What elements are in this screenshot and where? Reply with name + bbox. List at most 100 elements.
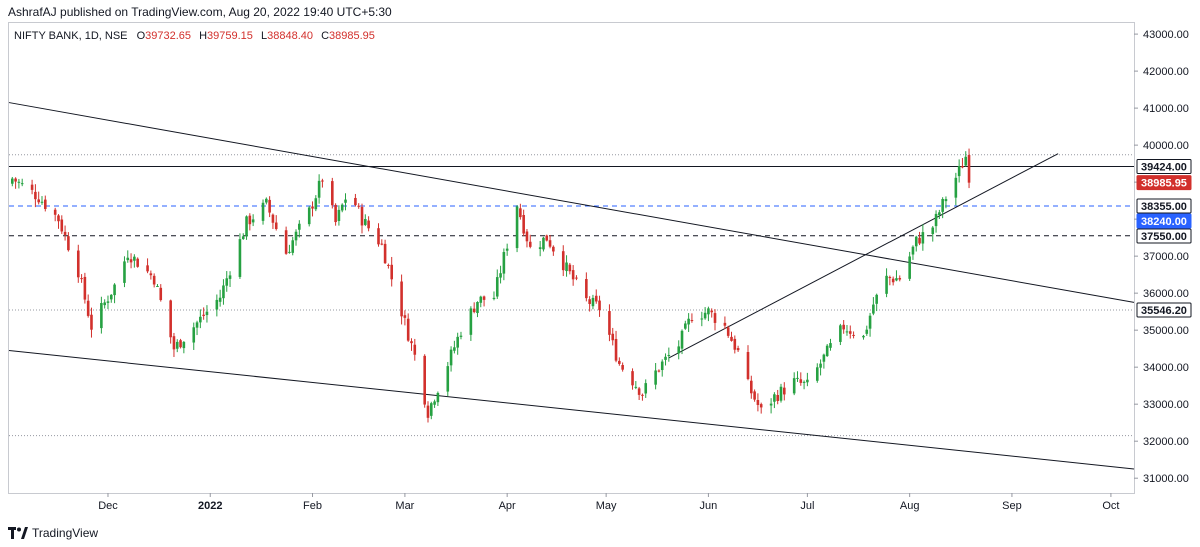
candle-body[interactable] <box>340 204 344 211</box>
candle-body[interactable] <box>865 329 869 334</box>
candle-body[interactable] <box>713 313 717 323</box>
candle-body[interactable] <box>941 198 944 212</box>
candle-body[interactable] <box>707 308 710 315</box>
candle-body[interactable] <box>83 276 87 300</box>
candle-body[interactable] <box>175 341 179 349</box>
candle-body[interactable] <box>542 237 545 250</box>
candle-body[interactable] <box>822 354 826 362</box>
candle-body[interactable] <box>779 386 783 401</box>
candle-body[interactable] <box>337 209 341 221</box>
candle-body[interactable] <box>759 404 763 408</box>
candle-body[interactable] <box>476 301 479 314</box>
candle-body[interactable] <box>621 365 624 370</box>
candle-body[interactable] <box>736 348 740 351</box>
candle-body[interactable] <box>756 400 760 405</box>
candle-body[interactable] <box>611 333 615 341</box>
candle-body[interactable] <box>182 341 186 349</box>
candle-body[interactable] <box>545 235 549 241</box>
candle-body[interactable] <box>159 287 163 301</box>
candle-body[interactable] <box>479 296 483 303</box>
trend-line-rising[interactable] <box>668 153 1059 359</box>
candle-body[interactable] <box>317 180 321 198</box>
candle-body[interactable] <box>245 216 248 237</box>
symbol-label[interactable]: NIFTY BANK, 1D, NSE <box>14 30 128 42</box>
candle-body[interactable] <box>383 243 387 264</box>
candle-body[interactable] <box>552 246 555 252</box>
candle-body[interactable] <box>307 207 311 225</box>
candle-body[interactable] <box>344 199 347 203</box>
candle-body[interactable] <box>60 219 64 232</box>
candle-body[interactable] <box>113 284 116 296</box>
candle-body[interactable] <box>891 278 895 283</box>
candle-body[interactable] <box>677 346 681 354</box>
candle-body[interactable] <box>406 318 410 341</box>
candle-body[interactable] <box>862 335 865 338</box>
candle-body[interactable] <box>146 265 149 272</box>
chart-pane[interactable] <box>8 22 1135 494</box>
candle-body[interactable] <box>314 198 318 210</box>
candle-body[interactable] <box>726 327 730 336</box>
candle-body[interactable] <box>575 277 578 279</box>
candle-body[interactable] <box>502 252 506 274</box>
candle-body[interactable] <box>868 315 872 329</box>
candle-body[interactable] <box>839 325 842 342</box>
candle-body[interactable] <box>456 336 459 348</box>
candle-body[interactable] <box>792 378 796 394</box>
candle-body[interactable] <box>80 278 83 280</box>
candle-body[interactable] <box>872 304 875 314</box>
candle-body[interactable] <box>819 363 822 368</box>
candle-body[interactable] <box>298 223 301 230</box>
candle-body[interactable] <box>733 338 737 350</box>
candle-body[interactable] <box>710 310 714 313</box>
candle-body[interactable] <box>228 275 232 279</box>
candle-body[interactable] <box>730 336 733 341</box>
candle-body[interactable] <box>291 240 295 253</box>
candle-body[interactable] <box>152 275 156 285</box>
candle-body[interactable] <box>703 312 707 319</box>
candle-body[interactable] <box>631 371 634 386</box>
candle-body[interactable] <box>436 392 440 403</box>
candle-body[interactable] <box>380 243 384 245</box>
candle-body[interactable] <box>565 262 568 272</box>
candle-body[interactable] <box>598 300 601 311</box>
candle-body[interactable] <box>76 250 80 278</box>
candle-body[interactable] <box>357 205 361 207</box>
candle-body[interactable] <box>898 277 902 280</box>
candle-body[interactable] <box>525 231 529 242</box>
candle-body[interactable] <box>654 370 657 385</box>
candle-body[interactable] <box>17 181 21 183</box>
candle-body[interactable] <box>288 251 291 253</box>
candle-body[interactable] <box>911 246 915 255</box>
candle-body[interactable] <box>773 394 776 402</box>
candle-body[interactable] <box>202 314 205 316</box>
candle-body[interactable] <box>271 214 275 223</box>
candle-body[interactable] <box>446 366 450 392</box>
candle-body[interactable] <box>931 227 935 235</box>
candle-body[interactable] <box>908 256 911 279</box>
candle-body[interactable] <box>215 299 219 310</box>
candle-body[interactable] <box>218 297 222 302</box>
candle-body[interactable] <box>776 394 779 401</box>
candle-body[interactable] <box>251 219 255 223</box>
candle-body[interactable] <box>67 236 70 251</box>
candle-body[interactable] <box>829 343 832 348</box>
candle-body[interactable] <box>205 311 209 316</box>
candle-body[interactable] <box>123 261 126 283</box>
candle-body[interactable] <box>482 296 486 300</box>
candle-body[interactable] <box>588 299 591 304</box>
candle-body[interactable] <box>680 330 684 349</box>
candle-body[interactable] <box>433 401 436 405</box>
candle-body[interactable] <box>156 285 159 287</box>
candle-body[interactable] <box>519 208 522 218</box>
candle-body[interactable] <box>796 377 799 379</box>
candle-body[interactable] <box>199 316 202 323</box>
candle-body[interactable] <box>660 361 664 371</box>
candle-body[interactable] <box>222 285 225 299</box>
candle-body[interactable] <box>571 270 575 280</box>
candle-body[interactable] <box>961 166 964 168</box>
candle-body[interactable] <box>495 277 499 297</box>
candle-body[interactable] <box>842 324 845 330</box>
candle-body[interactable] <box>964 156 968 166</box>
candle-body[interactable] <box>614 338 618 361</box>
candle-body[interactable] <box>472 308 476 313</box>
